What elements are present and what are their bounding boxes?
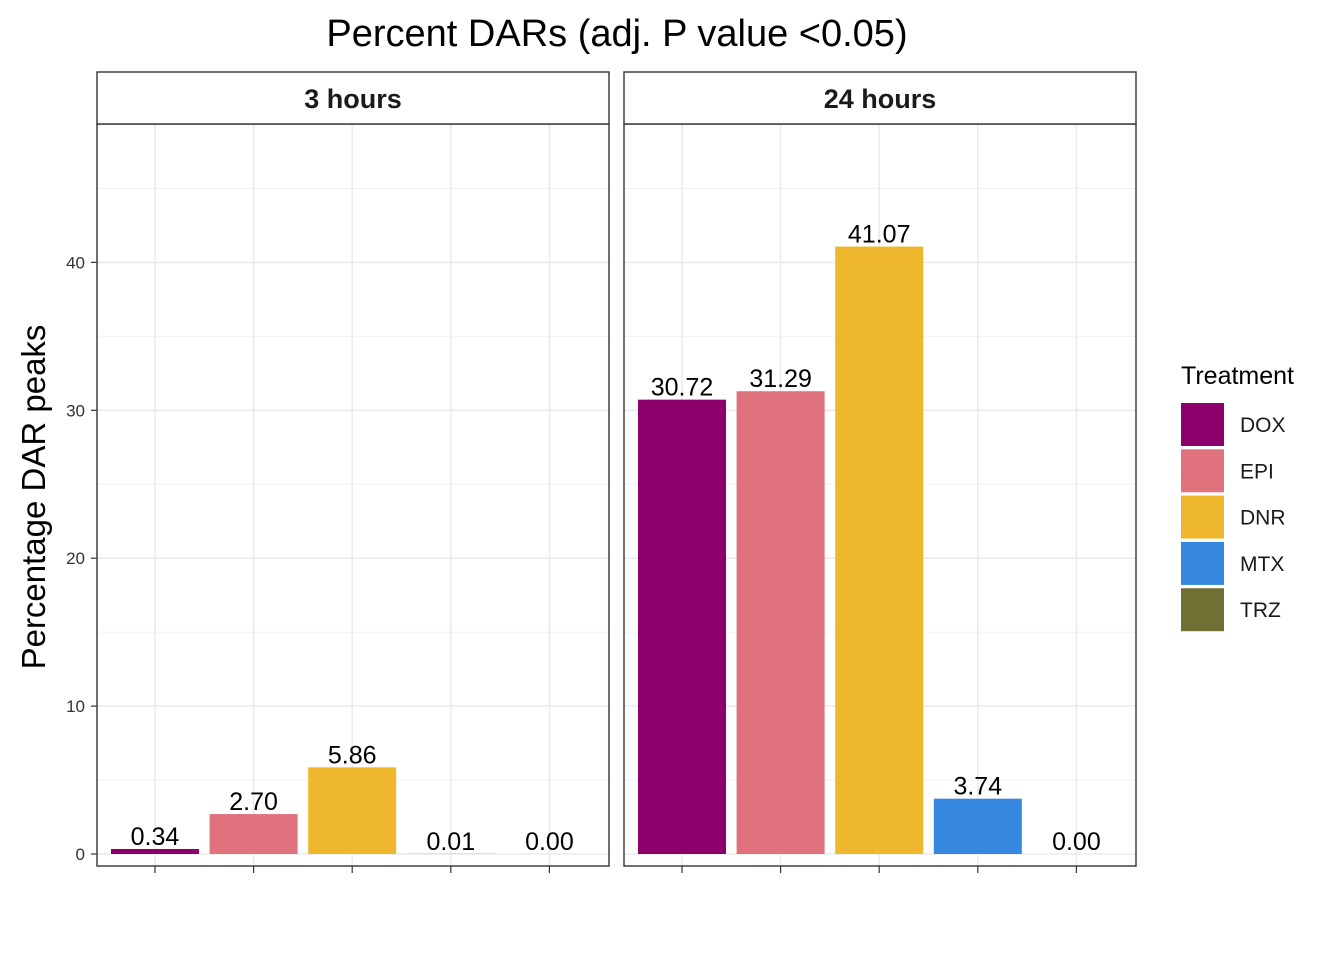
data-label: 31.29 [749,365,812,393]
data-label: 5.86 [328,741,377,769]
data-label: 41.07 [848,221,911,249]
y-tick-label: 0 [76,845,85,864]
legend-key-epi [1181,449,1224,493]
data-label: 30.72 [651,374,714,402]
legend-label: MTX [1240,553,1284,576]
facet-label: 3 hours [304,84,402,114]
legend-label: DNR [1240,507,1286,530]
legend-label: TRZ [1240,599,1281,622]
legend-key-mtx [1181,541,1224,585]
bar-dox [638,399,726,854]
panel-1: 30.72 31.29 41.07 3.74 0.00 24 hours [623,71,1137,873]
bar-mtx [933,798,1022,854]
panel-0: 0.34 2.70 5.86 0.01 0.00 3 hours [96,71,610,873]
legend-label: DOX [1240,414,1286,437]
y-tick-label: 40 [66,253,85,272]
legend-title: Treatment [1181,362,1294,390]
bar-epi [736,391,825,854]
bar-dnr [308,767,397,854]
facet-label: 24 hours [824,84,937,114]
bar-epi [209,814,298,854]
y-axis-label: Percentage DAR peaks [15,325,52,670]
y-tick-label: 20 [66,549,85,568]
legend-label: EPI [1240,460,1274,483]
legend: Treatment DOX EPI DNR MTX TRZ [1181,362,1294,632]
data-label: 0.00 [1052,828,1101,856]
y-tick-label: 10 [66,697,85,716]
data-label: 2.70 [229,788,278,816]
y-axis: 0 10 20 30 40 [66,253,97,864]
bar-dox [111,848,199,854]
y-tick-label: 30 [66,401,85,420]
legend-key-dox [1181,403,1224,446]
facet-panels: 0.34 2.70 5.86 0.01 0.00 3 hours 30.72 31.29 41.… [96,71,1137,873]
legend-key-trz [1181,588,1224,632]
facet-strip [623,71,1137,125]
data-label: 0.00 [525,828,574,856]
bar-dnr [835,246,924,854]
legend-key-dnr [1181,495,1224,539]
data-label: 0.34 [131,823,180,851]
chart-title: Percent DARs (adj. P value <0.05) [326,13,907,55]
facet-strip [96,71,610,125]
data-label: 3.74 [953,773,1002,801]
data-label: 0.01 [426,828,475,856]
